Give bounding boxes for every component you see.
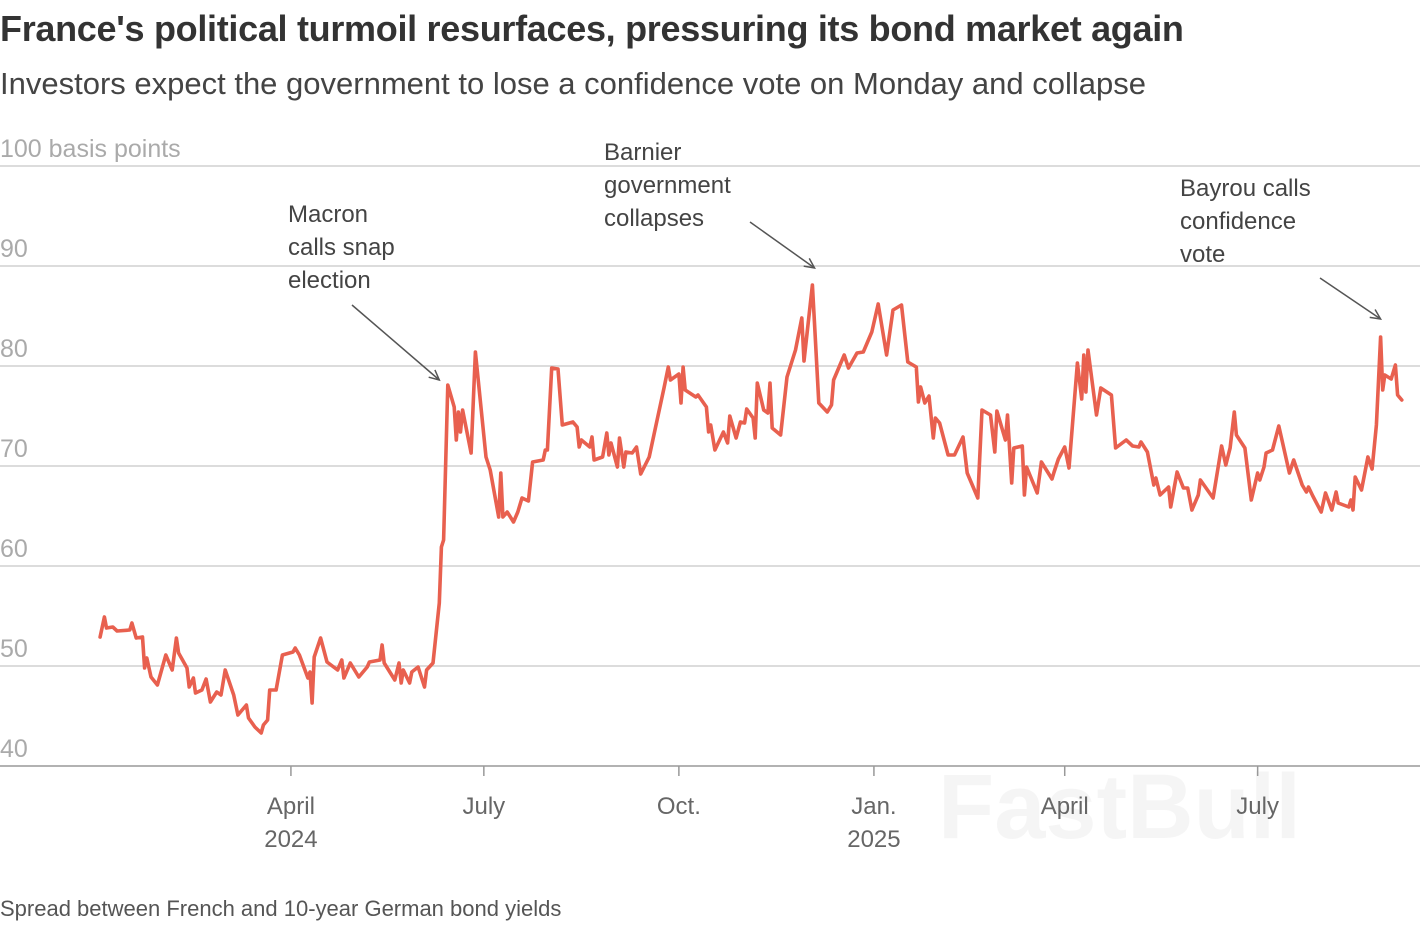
- annotations: Macron calls snap election Barnier governmen…: [288, 139, 1383, 382]
- x-tick-year-label: 2025: [847, 826, 900, 853]
- x-tick-label: Oct.: [657, 793, 701, 820]
- annotation-arrow: [351, 304, 440, 381]
- annotation-arrow: [1319, 277, 1382, 320]
- annotation-text: government: [604, 172, 731, 199]
- arrowhead-icon: [428, 369, 441, 382]
- annotation: Barnier government collapses: [604, 139, 816, 270]
- annotation-arrow: [749, 221, 815, 269]
- y-tick-label: 70: [0, 435, 28, 463]
- y-tick-label: 80: [0, 335, 28, 363]
- gridlines: [0, 165, 1420, 767]
- annotation: Macron calls snap election: [288, 201, 441, 382]
- x-tick-label: April: [267, 793, 315, 820]
- y-tick-label: 60: [0, 535, 28, 563]
- annotation-text: vote: [1180, 241, 1225, 268]
- arrowhead-icon: [803, 257, 816, 270]
- y-tick-label: 100 basis points: [0, 135, 181, 163]
- arrowhead-icon: [1369, 309, 1383, 320]
- annotation-text: confidence: [1180, 208, 1296, 235]
- x-tick-label: April: [1041, 793, 1089, 820]
- annotation-text: calls snap: [288, 234, 395, 261]
- chart-title: France's political turmoil resurfaces, p…: [0, 8, 1184, 49]
- x-axis-ticks: April 2024 July Oct. Jan. 2025 April July: [264, 766, 1279, 853]
- annotation-text: collapses: [604, 205, 704, 232]
- annotation-text: Macron: [288, 201, 368, 228]
- spread-line: [98, 283, 1404, 735]
- chart-footnote: Spread between French and 10-year German…: [0, 896, 562, 921]
- x-tick-label: Jan.: [851, 793, 896, 820]
- annotation-text: election: [288, 267, 371, 294]
- annotation-text: Barnier: [604, 139, 681, 166]
- y-tick-label: 90: [0, 235, 28, 263]
- x-tick-label: July: [1236, 793, 1279, 820]
- x-tick-year-label: 2024: [264, 826, 317, 853]
- y-axis-labels: 100 basis points 90 80 70 60 50 40: [0, 135, 181, 763]
- annotation: Bayrou calls confidence vote: [1180, 175, 1383, 320]
- chart-subtitle: Investors expect the government to lose …: [0, 66, 1146, 101]
- y-tick-label: 50: [0, 635, 28, 663]
- annotation-text: Bayrou calls: [1180, 175, 1311, 202]
- y-tick-label: 40: [0, 735, 28, 763]
- watermark: FastBull: [938, 756, 1301, 858]
- x-tick-label: July: [462, 793, 505, 820]
